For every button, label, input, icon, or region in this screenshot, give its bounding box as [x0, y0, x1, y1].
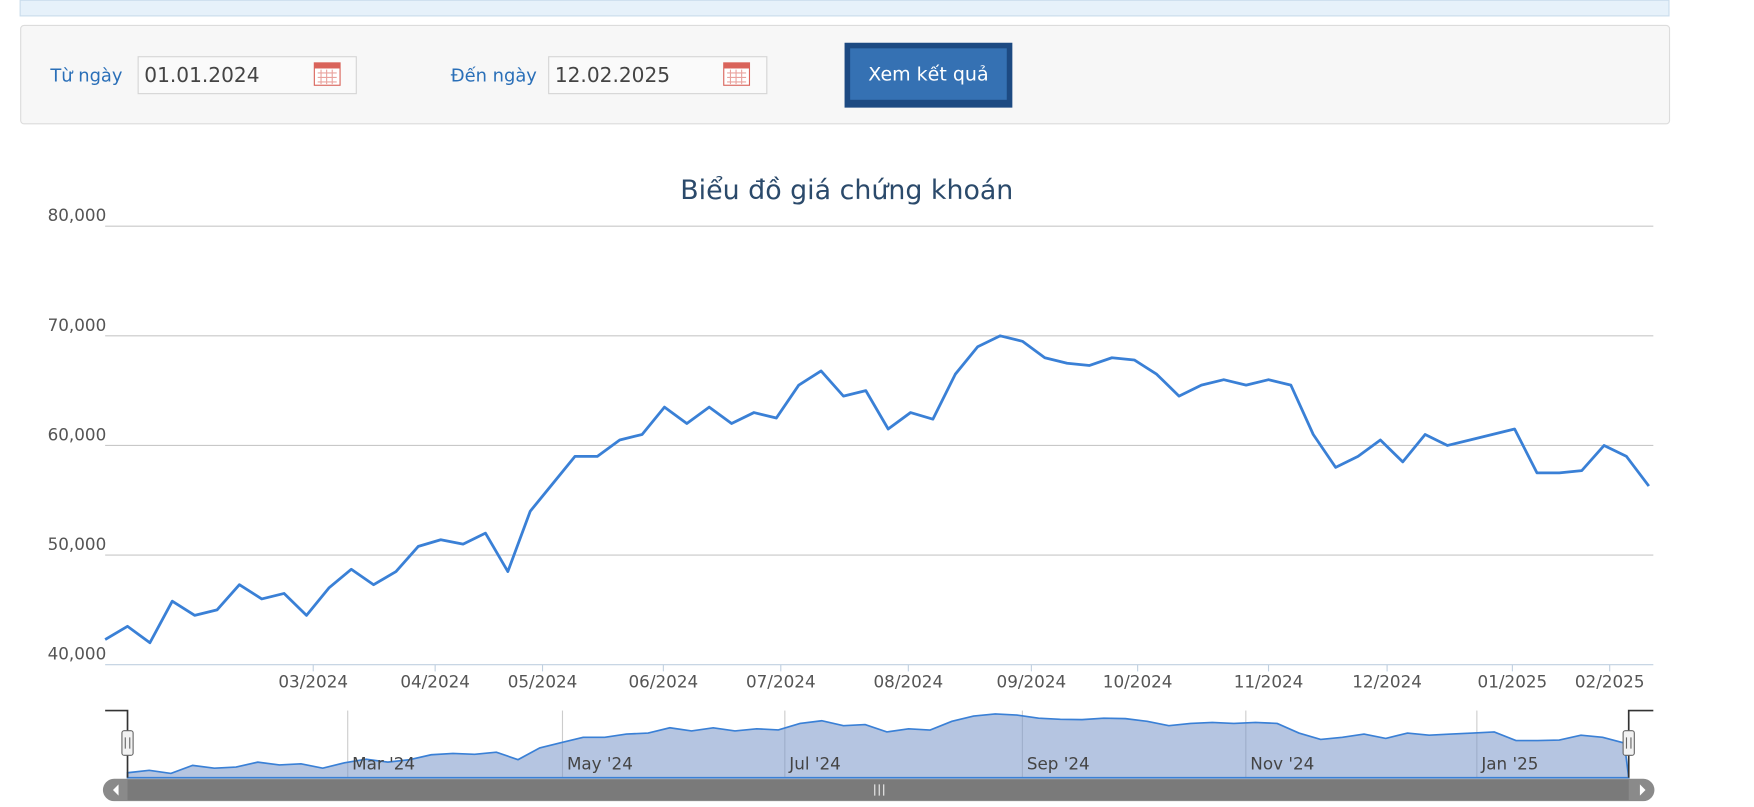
x-tick-label: 09/2024: [997, 672, 1067, 692]
price-line: [104, 334, 1650, 645]
from-label: Từ ngày: [49, 65, 123, 86]
x-tick-label: 01/2025: [1478, 672, 1548, 692]
navigator-label: Nov '24: [1250, 753, 1314, 773]
x-tick-label: 12/2024: [1352, 672, 1422, 692]
to-label: Đến ngày: [451, 65, 537, 86]
y-tick-label: 60,000: [48, 424, 107, 444]
navigator-label: May '24: [567, 753, 633, 773]
scroll-arrow: [1639, 784, 1646, 796]
y-tick-label: 80,000: [48, 205, 107, 225]
navigator-label: Jan '25: [1480, 753, 1538, 773]
top-strip: [19, 0, 1670, 17]
navigator-label: Mar '24: [352, 753, 415, 773]
y-tick-label: 40,000: [48, 644, 107, 664]
thumb-grip: [874, 784, 885, 796]
y-tick-label: 70,000: [48, 315, 107, 335]
x-tick-label: 04/2024: [400, 672, 470, 692]
from-value: 01.01.2024: [144, 63, 259, 87]
calendar-icon[interactable]: [723, 62, 751, 86]
x-tick-label: 06/2024: [629, 672, 699, 692]
navigator-area: [126, 713, 1630, 779]
navigator-handle[interactable]: [121, 730, 134, 756]
chart-title: Biểu đồ giá chứng khoán: [680, 175, 1013, 206]
plot: 40,000 50,000 60,000 70,000 80,000 03/2024 04/…: [48, 205, 1655, 802]
x-tick-label: 05/2024: [508, 672, 578, 692]
x-tick-label: 02/2025: [1575, 672, 1645, 692]
navigator-label: Jul '24: [788, 753, 841, 773]
navigator-label: Sep '24: [1027, 753, 1090, 773]
handle-grip: [1625, 737, 1632, 749]
x-tick-label: 07/2024: [746, 672, 816, 692]
x-tick-label: 03/2024: [278, 672, 348, 692]
calendar-icon[interactable]: [313, 62, 341, 86]
x-tick-label: 10/2024: [1103, 672, 1173, 692]
x-tick-label: 08/2024: [873, 672, 943, 692]
y-tick-label: 50,000: [48, 534, 107, 554]
navigator-handle[interactable]: [1622, 730, 1635, 756]
to-value: 12.02.2025: [555, 63, 670, 87]
handle-grip: [124, 737, 131, 749]
button-face: [850, 48, 1007, 100]
scrollbar-thumb: [127, 779, 1629, 801]
scroll-arrow: [112, 784, 119, 796]
button-label: Xem kết quả: [868, 64, 988, 86]
x-tick-label: 11/2024: [1234, 672, 1304, 692]
